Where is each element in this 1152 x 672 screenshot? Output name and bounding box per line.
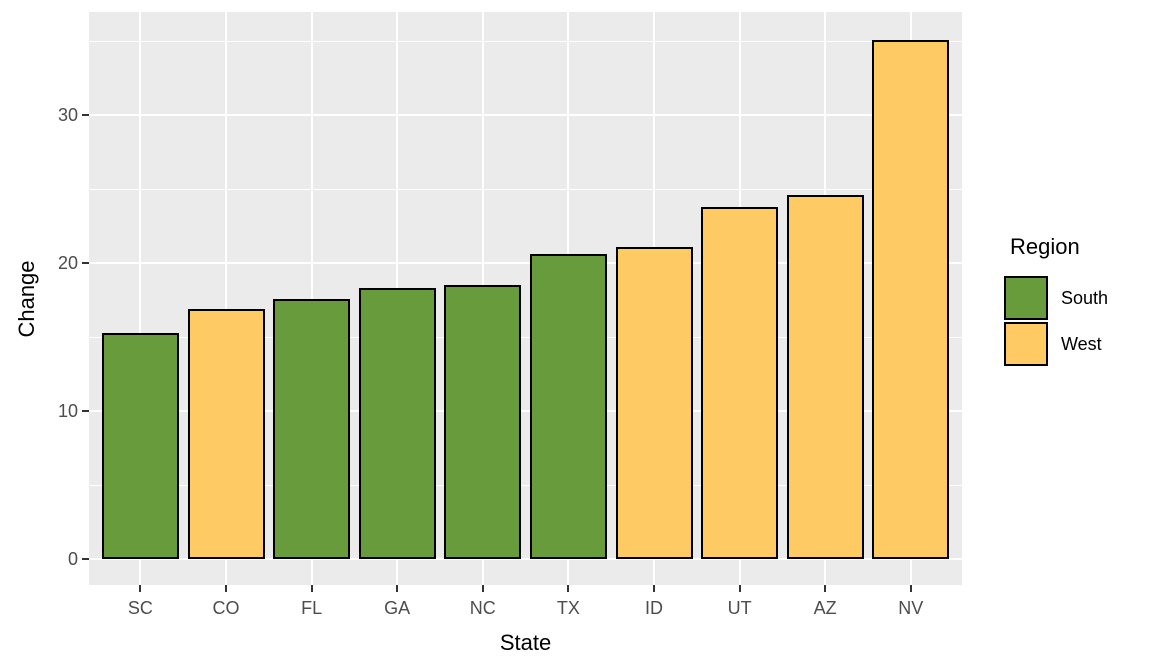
vertical-gridline-fl [310,12,313,585]
x-tick-label-ga: GA [384,598,411,618]
x-tick-co [225,585,227,592]
bar-ga [358,288,436,559]
bar-nv [872,39,950,559]
x-tick-az [824,585,827,592]
y-tick-label-0: 0 [67,549,78,569]
x-tick-label-ut: UT [727,598,752,618]
y-tick-label-30: 30 [57,105,78,125]
bar-tx [529,254,607,559]
x-tick-label-fl: FL [301,598,323,618]
legend-label-south: South [1061,287,1109,308]
bar-ut [701,206,779,559]
legend: Region South West [1004,234,1152,368]
y-axis-title: Change [14,260,39,338]
minor-gridline [89,484,962,486]
x-tick-nc [481,585,484,592]
legend-swatch-south [1004,276,1048,320]
x-tick-label-nv: NV [898,598,924,618]
bar-nc [444,285,522,559]
x-tick-label-az: AZ [813,598,837,618]
x-tick-sc [139,585,142,592]
plot-panel [89,12,962,585]
x-tick-fl [310,585,313,592]
x-tick-label-tx: TX [556,598,580,618]
x-tick-label-nc: NC [469,598,496,618]
y-tick-label-10: 10 [57,401,78,421]
bar-az [786,194,864,559]
legend-title: Region [1010,234,1080,259]
y-tick-10 [82,410,89,412]
x-tick-tx [567,585,570,592]
minor-gridline [89,336,962,338]
major-gridline [89,114,962,116]
major-gridline [89,262,962,264]
x-tick-label-co: CO [212,598,240,618]
y-tick-20 [82,262,89,264]
y-tick-0 [82,558,89,560]
x-axis-title: State [499,630,552,655]
major-gridline [89,558,962,560]
bar-sc [101,332,179,559]
bar-id [615,246,693,559]
bar-co [187,308,265,559]
bar-fl [273,298,351,559]
y-tick-30 [82,114,89,116]
y-tick-label-20: 20 [57,253,78,273]
x-tick-label-id: ID [645,598,663,618]
major-gridline [89,410,962,412]
legend-entry-west: West [1004,322,1152,366]
legend-entry-south: South [1004,276,1152,320]
x-tick-label-sc: SC [127,598,153,618]
legend-swatch-west [1004,322,1048,366]
minor-gridline [89,40,962,42]
vertical-gridline-sc [139,12,142,585]
vertical-gridline-co [225,12,227,585]
legend-label-west: West [1061,333,1102,354]
x-tick-id [653,585,655,592]
x-tick-ga [396,585,399,592]
minor-gridline [89,188,962,190]
x-tick-ut [738,585,741,592]
x-tick-nv [909,585,912,592]
